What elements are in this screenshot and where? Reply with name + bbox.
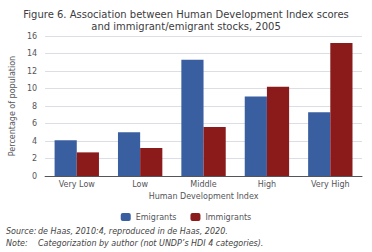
svg-text:2: 2 <box>32 154 37 163</box>
svg-text:Categorization by author (not: Categorization by author (not UNDP’s HDI… <box>38 239 263 248</box>
svg-text:12: 12 <box>27 67 37 76</box>
svg-text:Low: Low <box>132 180 148 189</box>
svg-text:and immigrant/emigrant stocks,: and immigrant/emigrant stocks, 2005 <box>91 21 281 32</box>
svg-text:Note:: Note: <box>6 239 28 248</box>
svg-text:de Haas, 2010:4, reproduced in: de Haas, 2010:4, reproduced in de Haas, … <box>38 227 228 236</box>
svg-text:Immigrants: Immigrants <box>205 213 251 222</box>
svg-text:Middle: Middle <box>190 180 217 189</box>
svg-text:Source:: Source: <box>6 227 37 236</box>
svg-text:Human Development Index: Human Development Index <box>149 192 259 201</box>
svg-text:Very High: Very High <box>311 180 350 189</box>
svg-text:High: High <box>258 180 276 189</box>
svg-text:16: 16 <box>27 32 37 41</box>
svg-text:Percentage of population: Percentage of population <box>8 56 17 156</box>
svg-text:4: 4 <box>32 137 37 146</box>
svg-text:10: 10 <box>27 84 37 93</box>
svg-text:Figure 6. Association between: Figure 6. Association between Human Deve… <box>23 9 349 20</box>
svg-text:Emigrants: Emigrants <box>136 213 177 222</box>
svg-text:Very Low: Very Low <box>59 180 96 189</box>
svg-text:8: 8 <box>32 102 37 111</box>
svg-text:6: 6 <box>32 119 37 128</box>
svg-text:0: 0 <box>32 172 37 181</box>
svg-text:14: 14 <box>27 49 37 58</box>
